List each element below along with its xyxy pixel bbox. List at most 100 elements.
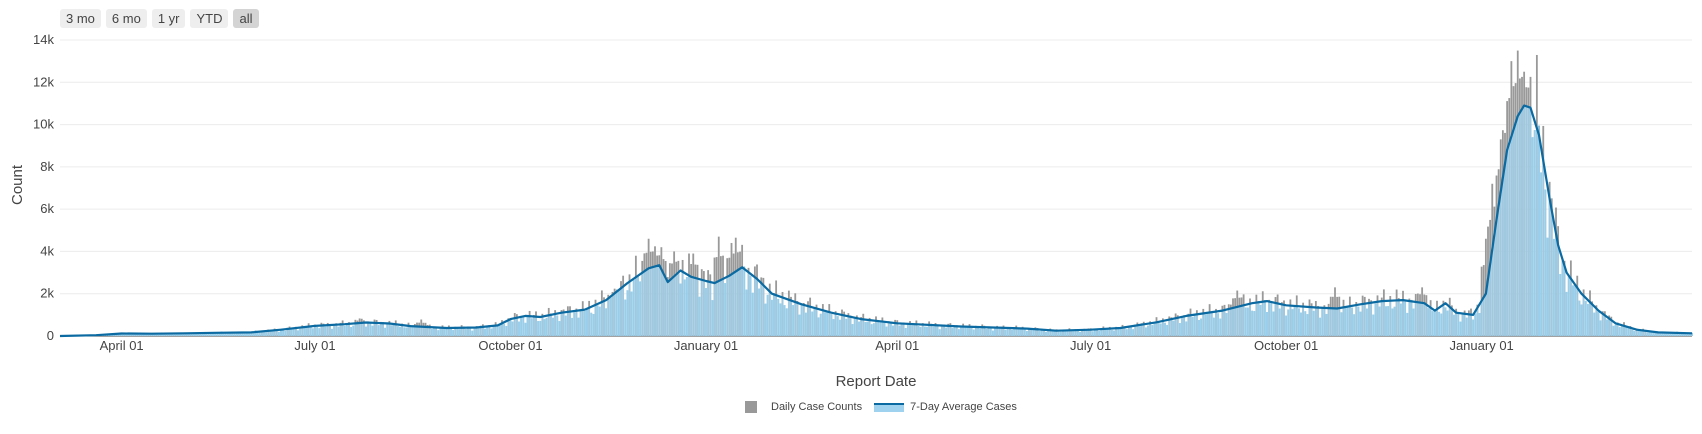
average-fill-bar [600,301,603,336]
average-fill-bar [998,328,1001,336]
average-fill-bar [473,327,476,336]
average-fill-bar [1276,303,1279,336]
average-fill-bar [1053,330,1056,336]
average-fill-bar [1569,278,1572,336]
average-fill-bar [1501,177,1504,336]
average-fill-bar [1108,328,1111,336]
range-selector: 3 mo 6 mo 1 yr YTD all [60,9,259,28]
average-fill-bar [477,328,480,336]
average-fill-bar [972,329,975,336]
average-fill-bar [656,265,659,336]
average-fill-bar [1261,301,1264,336]
average-fill-bar [694,278,697,336]
average-fill-bar [1385,306,1387,336]
average-fill-bar [639,281,642,336]
average-fill-bar [573,312,576,336]
average-fill-bar [1013,328,1016,336]
average-fill-bar [1081,329,1084,336]
average-fill-bar [180,333,183,336]
average-fill-bar [530,318,533,336]
average-fill-bar [828,312,831,336]
average-fill-bar [1338,308,1341,336]
average-fill-bar [379,323,382,336]
average-fill-bar [1357,306,1360,336]
average-fill-bar [1393,306,1396,336]
average-fill-bar [428,327,431,336]
average-fill-bar [571,317,574,336]
average-fill-bar [717,281,720,336]
average-fill-bar [237,333,240,336]
average-fill-bar [1480,300,1483,336]
range-button-1yr[interactable]: 1 yr [151,9,186,28]
average-fill-bar [116,333,119,336]
average-fill-bar [1312,310,1315,336]
average-fill-bar [161,333,163,336]
average-fill-bar [1100,329,1103,336]
average-fill-bar [503,323,506,336]
average-fill-bar [1648,331,1651,336]
average-fill-bar [677,272,680,336]
average-fill-bar [218,332,221,336]
range-button-all[interactable]: all [233,9,259,28]
average-fill-bar [192,333,195,336]
x-tick-label: April 01 [875,338,919,353]
average-fill-bar [1478,312,1481,336]
average-fill-bar [1227,309,1230,336]
average-fill-bar [1047,330,1050,336]
average-fill-bar [1444,307,1447,336]
average-fill-bar [1497,205,1500,336]
average-fill-bar [1032,330,1035,336]
range-button-3mo[interactable]: 3 mo [60,9,101,28]
average-fill-bar [692,277,695,336]
average-fill-bar [1474,313,1477,336]
average-fill-bar [1144,327,1147,336]
average-fill-bar [1616,323,1619,336]
average-fill-bar [1440,313,1443,336]
average-fill-bar [537,321,540,336]
average-fill-bar [658,265,661,336]
average-fill-bar [422,326,425,336]
range-button-ytd[interactable]: YTD [190,9,229,28]
average-fill-bar [1506,149,1509,336]
legend-item-average[interactable]: 7-Day Average Cases [874,401,1017,413]
average-fill-bar [1253,311,1256,336]
average-fill-bar [749,275,752,336]
average-fill-bar [1049,330,1052,336]
average-fill-bar [885,326,888,336]
average-fill-bar [394,324,397,336]
x-tick-label: July 01 [1070,338,1111,353]
average-fill-bar [1680,333,1683,336]
average-fill-bar [611,294,614,336]
average-fill-bar [1346,307,1349,336]
average-fill-bar [855,318,858,336]
average-fill-bar [392,324,395,336]
average-fill-bar [1646,332,1649,336]
average-fill-bar [1304,311,1307,336]
average-fill-bar [1257,302,1260,336]
average-fill-bar [454,327,457,336]
average-fill-bar [1397,300,1400,336]
legend-item-daily[interactable]: Daily Case Counts [745,401,862,413]
average-fill-bar [758,288,761,336]
average-fill-bar [762,285,765,336]
average-fill-bar [777,299,780,336]
average-fill-bar [628,281,631,336]
average-fill-bar [1627,327,1630,336]
average-fill-bar [1637,329,1640,336]
average-fill-bar [1314,307,1317,336]
average-fill-bar [938,329,941,336]
average-fill-bar [1208,312,1211,336]
y-axis-ticks: 0 2k 4k 6k 8k 10k 12k 14k [33,32,54,343]
range-button-6mo[interactable]: 6 mo [105,9,147,28]
average-fill-bar [751,292,754,336]
average-fill-bar [583,311,586,336]
average-fill-bar [815,308,818,336]
average-fill-bar [923,326,926,336]
average-fill-bar [830,314,833,336]
average-fill-bar [1370,302,1373,336]
average-fill-bar [798,314,801,336]
average-fill-bar [1589,302,1591,336]
average-fill-bar [520,316,523,336]
average-fill-bar [800,304,803,336]
